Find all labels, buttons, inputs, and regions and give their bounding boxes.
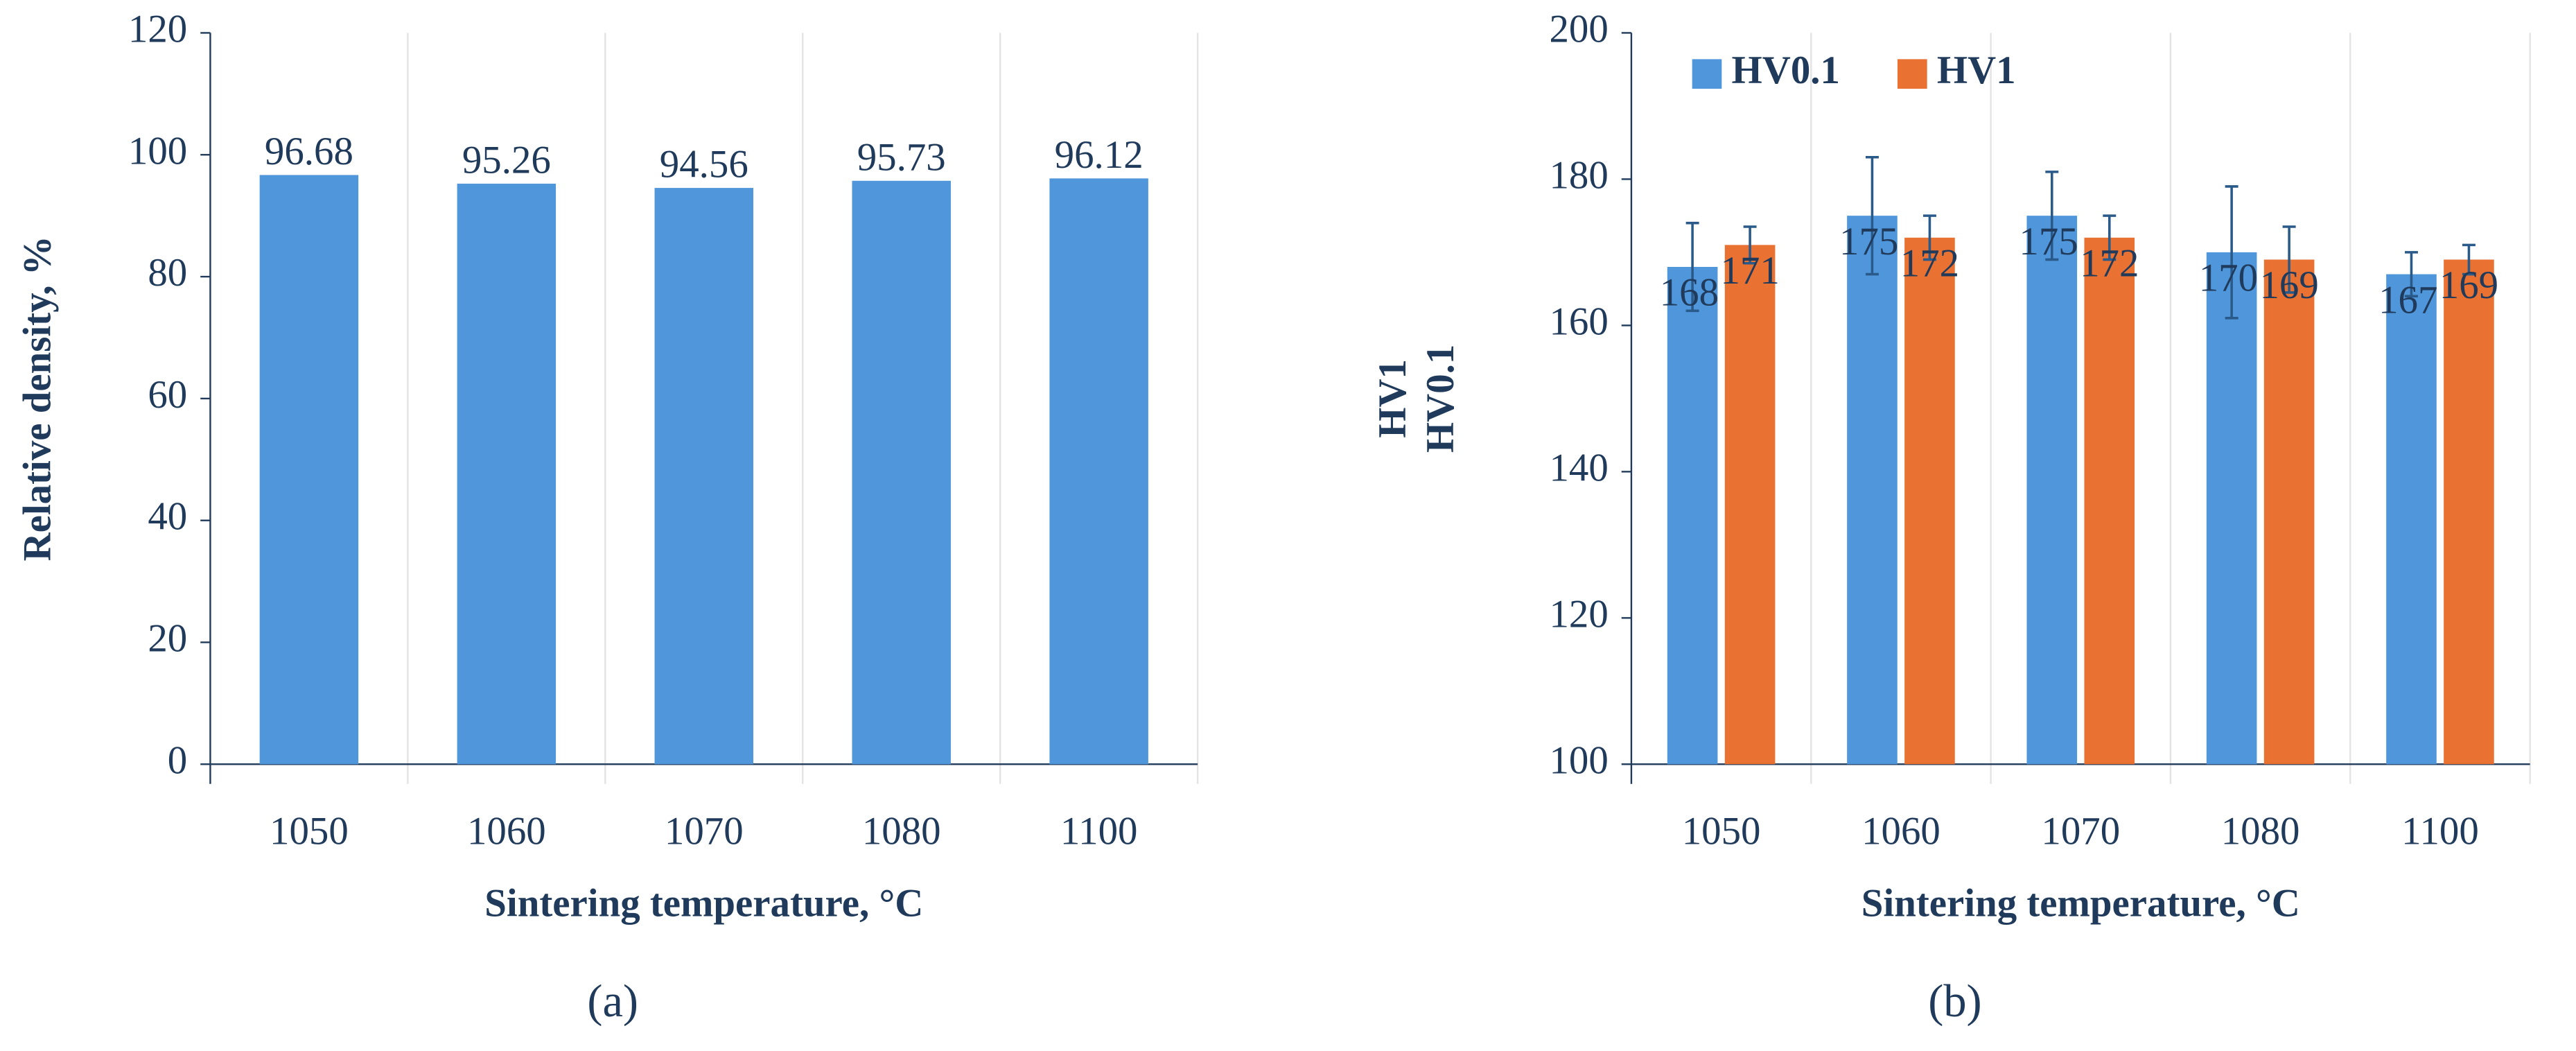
y-tick-label: 200 (1549, 7, 1608, 51)
error-bar (2045, 171, 2059, 261)
bar (1667, 266, 1718, 765)
error-bar (2103, 214, 2117, 261)
bar (2084, 237, 2135, 765)
error-bar (2404, 251, 2418, 297)
legend-label: HV1 (1937, 49, 2016, 92)
x-axis-title: Sintering temperature, °C (484, 882, 923, 926)
data-label: 96.12 (1055, 133, 1144, 177)
data-label: 171 (1720, 249, 1779, 293)
bar (1049, 178, 1148, 765)
bar (1904, 237, 1955, 765)
x-tick-label: 1100 (1060, 809, 1138, 853)
y-tick-label: 120 (128, 7, 187, 51)
y-axis-title: Relative density, % (15, 236, 59, 561)
data-label: 168 (1660, 271, 1719, 315)
data-label: 170 (2199, 257, 2258, 300)
x-axis-title: Sintering temperature, °C (1861, 882, 2300, 926)
y-tick-label: 120 (1549, 592, 1608, 636)
error-bar (2225, 185, 2238, 320)
x-tick-label: 1050 (270, 809, 349, 853)
y-tick-label: 80 (148, 251, 187, 295)
y-tick-label: 160 (1549, 299, 1608, 343)
error-bar (1922, 214, 1936, 261)
bar (2444, 259, 2494, 765)
y-tick-label: 40 (148, 495, 187, 539)
y-tick-label: 100 (128, 129, 187, 173)
legend-swatch (1897, 59, 1927, 89)
bar (2386, 274, 2437, 765)
x-tick-label: 1060 (467, 809, 546, 853)
y-axis-title: HV1 (1371, 359, 1414, 438)
bar (1847, 216, 1898, 765)
error-bar (2282, 225, 2296, 294)
data-label: 167 (2378, 278, 2437, 322)
data-label: 172 (1900, 242, 1959, 286)
y-tick-label: 100 (1549, 738, 1608, 782)
data-label: 172 (2080, 242, 2139, 286)
data-label: 169 (2439, 263, 2498, 307)
x-tick-label: 1080 (862, 809, 941, 853)
bar (1724, 245, 1776, 765)
bar (654, 188, 754, 765)
data-label: 95.73 (857, 135, 946, 179)
data-label: 169 (2259, 263, 2318, 307)
x-tick-label: 1060 (1861, 809, 1940, 853)
data-label: 175 (1839, 220, 1898, 263)
bar (457, 183, 557, 765)
y-tick-label: 60 (148, 373, 187, 417)
x-tick-label: 1050 (1682, 809, 1761, 853)
panel-label: (b) (1928, 976, 1981, 1027)
panel-label: (a) (587, 976, 638, 1027)
y-tick-label: 140 (1549, 446, 1608, 489)
legend-label: HV0.1 (1732, 49, 1840, 92)
error-bar (1865, 155, 1879, 276)
error-bar (1685, 221, 1699, 313)
y-axis-title: HV0.1 (1419, 345, 1462, 453)
y-tick-label: 180 (1549, 153, 1608, 197)
x-tick-label: 1070 (2041, 809, 2120, 853)
data-label: 175 (2019, 220, 2078, 263)
x-tick-label: 1100 (2401, 809, 2479, 853)
data-label: 95.26 (462, 139, 551, 182)
bar (2026, 216, 2078, 765)
x-tick-label: 1080 (2221, 809, 2300, 853)
bar (852, 180, 951, 765)
error-bar (2462, 243, 2476, 276)
legend-swatch (1692, 59, 1722, 89)
bar (259, 175, 359, 765)
data-label: 94.56 (660, 143, 748, 186)
y-tick-label: 20 (148, 617, 187, 661)
data-label: 96.68 (265, 130, 353, 173)
x-tick-label: 1070 (665, 809, 744, 853)
bar (2206, 252, 2257, 765)
bar (2263, 259, 2315, 765)
y-tick-label: 0 (168, 738, 187, 782)
error-bar (1743, 225, 1757, 265)
